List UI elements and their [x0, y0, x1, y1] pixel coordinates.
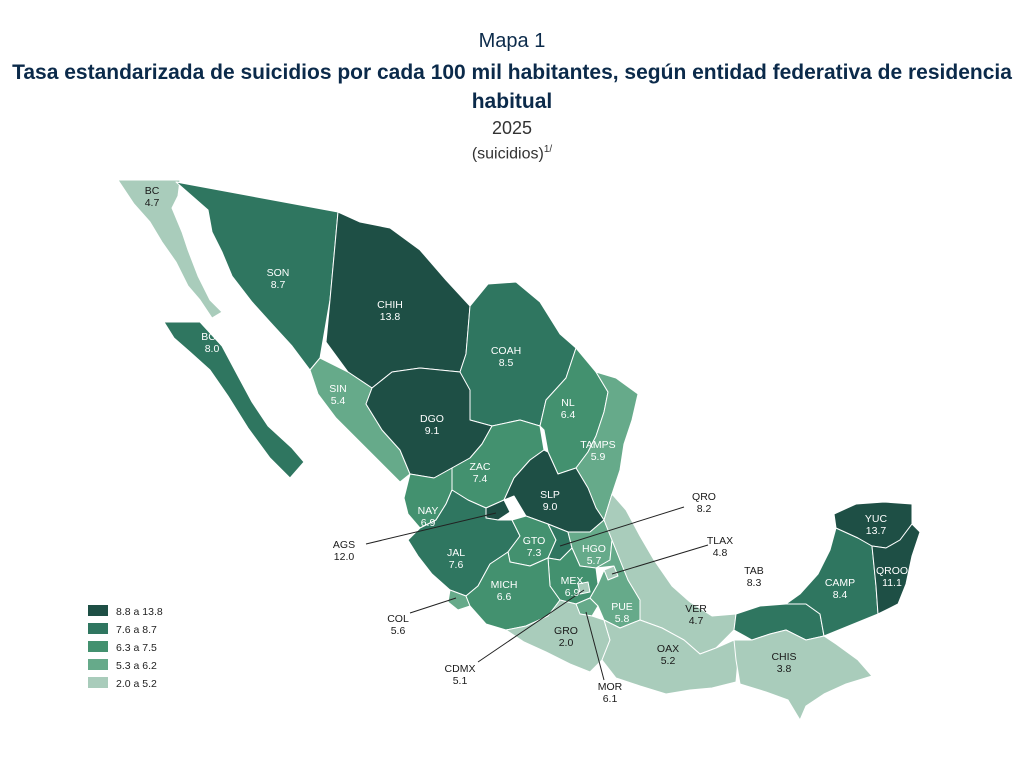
state-label-tlax: TLAX — [707, 535, 733, 547]
note-reference: 1/ — [543, 144, 553, 155]
state-value-gro: 2.0 — [559, 637, 574, 649]
state-label-mich: MICH — [491, 579, 518, 591]
state-value-jal: 7.6 — [449, 559, 464, 571]
map-title-text: Tasa estandarizada de suicidios por cada… — [12, 61, 1012, 113]
state-label-chis: CHIS — [771, 651, 796, 663]
map-unit-text: (suicidios) — [471, 145, 544, 163]
state-shape-ver — [603, 493, 737, 655]
state-label-nl: NL — [561, 397, 575, 409]
state-shape-oax — [601, 619, 739, 695]
state-value-oax: 5.2 — [661, 655, 676, 667]
leader-line-ags — [365, 512, 497, 545]
map-legend: 8.8 a 13.8 7.6 a 8.7 6.3 a 7.5 5.3 a 6.2 2.0… — [88, 605, 163, 690]
leader-line-mor — [585, 611, 605, 681]
map-year: 2025 — [491, 118, 533, 138]
state-label-tamps: TAMPS — [580, 439, 615, 451]
legend-label-1: 8.8 a 13.8 — [116, 606, 163, 618]
state-value-nay: 6.9 — [421, 517, 436, 529]
state-label-ver: VER — [685, 603, 707, 615]
state-value-chih: 13.8 — [380, 311, 401, 323]
state-label-bcs: BCS — [201, 331, 223, 343]
state-value-yuc: 13.7 — [866, 525, 887, 537]
map-number: Mapa 1 — [478, 30, 546, 52]
state-value-ags: 12.0 — [334, 551, 355, 563]
state-label-tab: TAB — [744, 565, 764, 577]
state-value-tab: 8.3 — [747, 577, 762, 589]
state-value-tlax: 4.8 — [713, 547, 728, 559]
state-label-gro: GRO — [554, 625, 578, 637]
state-label-coah: COAH — [491, 345, 521, 357]
state-label-oax: OAX — [657, 643, 679, 655]
state-label-cdmx: CDMX — [445, 663, 476, 675]
state-value-slp: 9.0 — [543, 501, 558, 513]
state-value-mor: 6.1 — [603, 693, 618, 705]
state-value-hgo: 5.7 — [587, 555, 602, 567]
map-unit: (suicidios)1/ — [0, 144, 1024, 163]
state-value-sin: 5.4 — [331, 395, 346, 407]
state-label-mor: MOR — [598, 681, 623, 693]
state-label-gto: GTO — [523, 535, 546, 547]
state-label-jal: JAL — [447, 547, 465, 559]
state-label-col: COL — [387, 613, 409, 625]
state-shape-bcs — [163, 321, 305, 479]
legend-swatch-4 — [88, 659, 108, 670]
state-label-yuc: YUC — [865, 513, 888, 525]
state-value-coah: 8.5 — [499, 357, 514, 369]
state-value-chis: 3.8 — [777, 663, 792, 675]
state-label-zac: ZAC — [470, 461, 491, 473]
state-label-nay: NAY — [418, 505, 439, 517]
legend-swatch-2 — [88, 623, 108, 634]
state-shape-qroo — [871, 523, 921, 615]
state-value-ver: 4.7 — [689, 615, 704, 627]
state-value-tamps: 5.9 — [591, 451, 606, 463]
state-label-dgo: DGO — [420, 413, 444, 425]
legend-label-4: 5.3 a 6.2 — [116, 660, 157, 672]
leader-line-qro — [559, 506, 685, 547]
state-value-mex: 6.9 — [565, 587, 580, 599]
legend-swatch-3 — [88, 641, 108, 652]
legend-swatch-1 — [88, 605, 108, 616]
state-value-bc: 4.7 — [145, 197, 160, 209]
legend-label-3: 6.3 a 7.5 — [116, 642, 157, 654]
state-label-qroo: QROO — [876, 565, 908, 577]
leader-line-tlax — [611, 544, 709, 575]
state-shape-bc — [117, 179, 223, 319]
state-shape-mich — [465, 551, 561, 631]
state-label-hgo: HGO — [582, 543, 606, 555]
state-label-slp: SLP — [540, 489, 560, 501]
state-value-mich: 6.6 — [497, 591, 512, 603]
state-value-qroo: 11.1 — [882, 577, 902, 589]
state-value-cdmx: 5.1 — [453, 675, 468, 687]
state-value-nl: 6.4 — [561, 409, 576, 421]
map-title: Tasa estandarizada de suicidios por cada… — [0, 58, 1024, 116]
state-value-camp: 8.4 — [833, 589, 848, 601]
state-label-bc: BC — [145, 185, 160, 197]
state-shape-cdmx — [577, 581, 591, 595]
state-value-dgo: 9.1 — [425, 425, 440, 437]
leader-line-cdmx — [477, 589, 585, 663]
state-label-chih: CHIH — [377, 299, 403, 311]
state-value-zac: 7.4 — [473, 473, 488, 485]
leader-line-col — [409, 597, 457, 614]
state-value-qro: 8.2 — [697, 503, 712, 515]
state-value-gto: 7.3 — [527, 547, 542, 559]
legend-label-2: 7.6 a 8.7 — [116, 624, 157, 636]
state-label-ags: AGS — [333, 539, 355, 551]
legend-swatch-5 — [88, 677, 108, 688]
state-label-mex: MEX — [561, 575, 584, 587]
legend-label-5: 2.0 a 5.2 — [116, 678, 157, 690]
state-label-pue: PUE — [611, 601, 633, 613]
state-value-son: 8.7 — [271, 279, 286, 291]
state-label-sin: SIN — [329, 383, 347, 395]
state-value-col: 5.6 — [391, 625, 406, 637]
state-value-pue: 5.8 — [615, 613, 630, 625]
state-label-son: SON — [267, 267, 290, 279]
state-label-camp: CAMP — [825, 577, 855, 589]
state-label-qro: QRO — [692, 491, 716, 503]
state-shape-chis — [733, 629, 873, 721]
state-value-bcs: 8.0 — [205, 343, 220, 355]
